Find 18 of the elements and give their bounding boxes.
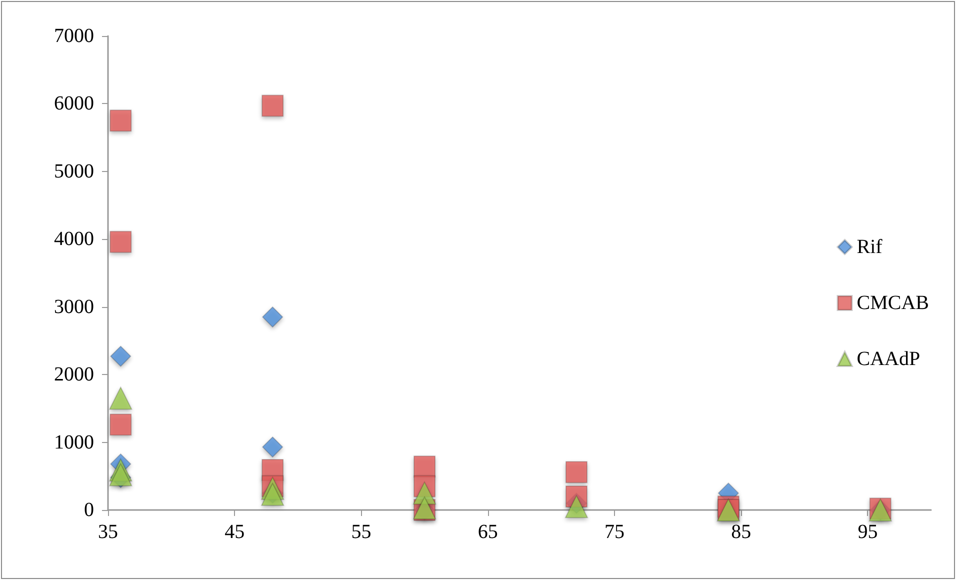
legend-label: Rif [856,236,883,258]
legend-label: CMCAB [856,292,930,314]
legend-label: CAAdP [856,348,920,370]
y-tick-label: 1000 [54,431,94,454]
y-tick-label: 6000 [54,92,94,115]
y-tick-label: 2000 [54,364,94,386]
x-tick-label: 65 [478,521,498,543]
y-tick-label: 4000 [54,228,94,250]
y-tick-label: 7000 [54,25,94,47]
y-tick-label: 5000 [54,160,94,182]
x-tick-label: 55 [351,521,372,543]
y-tick-label: 3000 [54,296,94,318]
y-tick-label: 0 [84,499,94,521]
x-tick-label: 45 [224,521,245,543]
x-tick-label: 95 [858,521,878,543]
x-tick-label: 85 [731,521,752,543]
x-tick-label: 75 [604,521,624,543]
x-tick-label: 35 [98,521,118,543]
